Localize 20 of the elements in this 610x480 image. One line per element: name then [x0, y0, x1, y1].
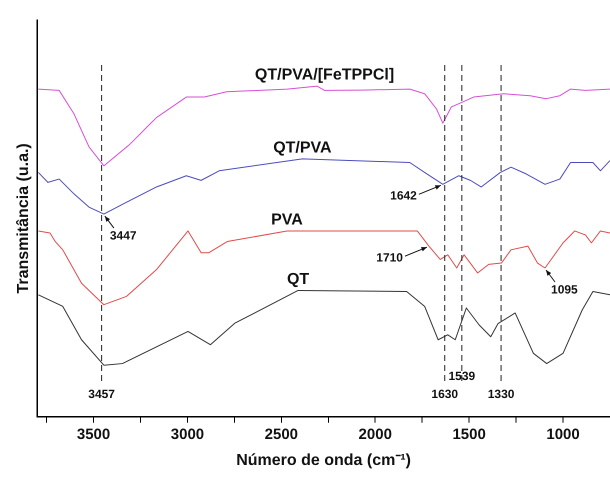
x-tick-label: 1500 [452, 426, 486, 443]
series-label: QT/PVA/[FeTPPCl] [254, 66, 394, 84]
ref-line-label: 3457 [88, 387, 116, 402]
annotation: 1642 [390, 188, 418, 203]
x-tick-label: 3000 [170, 426, 204, 443]
annotation: 1710 [376, 250, 404, 264]
x-tick-label: 2500 [264, 426, 298, 443]
x-tick-label: 2000 [358, 426, 392, 443]
ref-line-label: 1539 [448, 369, 476, 384]
annotation: 1095 [551, 282, 578, 296]
series-label: QT [286, 270, 310, 288]
y-axis-title: Transmitância (u.a.) [15, 143, 32, 294]
x-tick-label: 3500 [76, 426, 110, 443]
annotation: 3447 [110, 228, 137, 242]
series-label: PVA [271, 211, 304, 228]
ref-line-label: 1630 [431, 387, 458, 402]
ref-line-label: 1330 [488, 387, 515, 402]
x-axis-title: Número de onda (cm⁻¹) [236, 452, 411, 469]
x-tick-label: 1000 [546, 426, 580, 443]
series-label: QT/PVA [273, 139, 332, 156]
